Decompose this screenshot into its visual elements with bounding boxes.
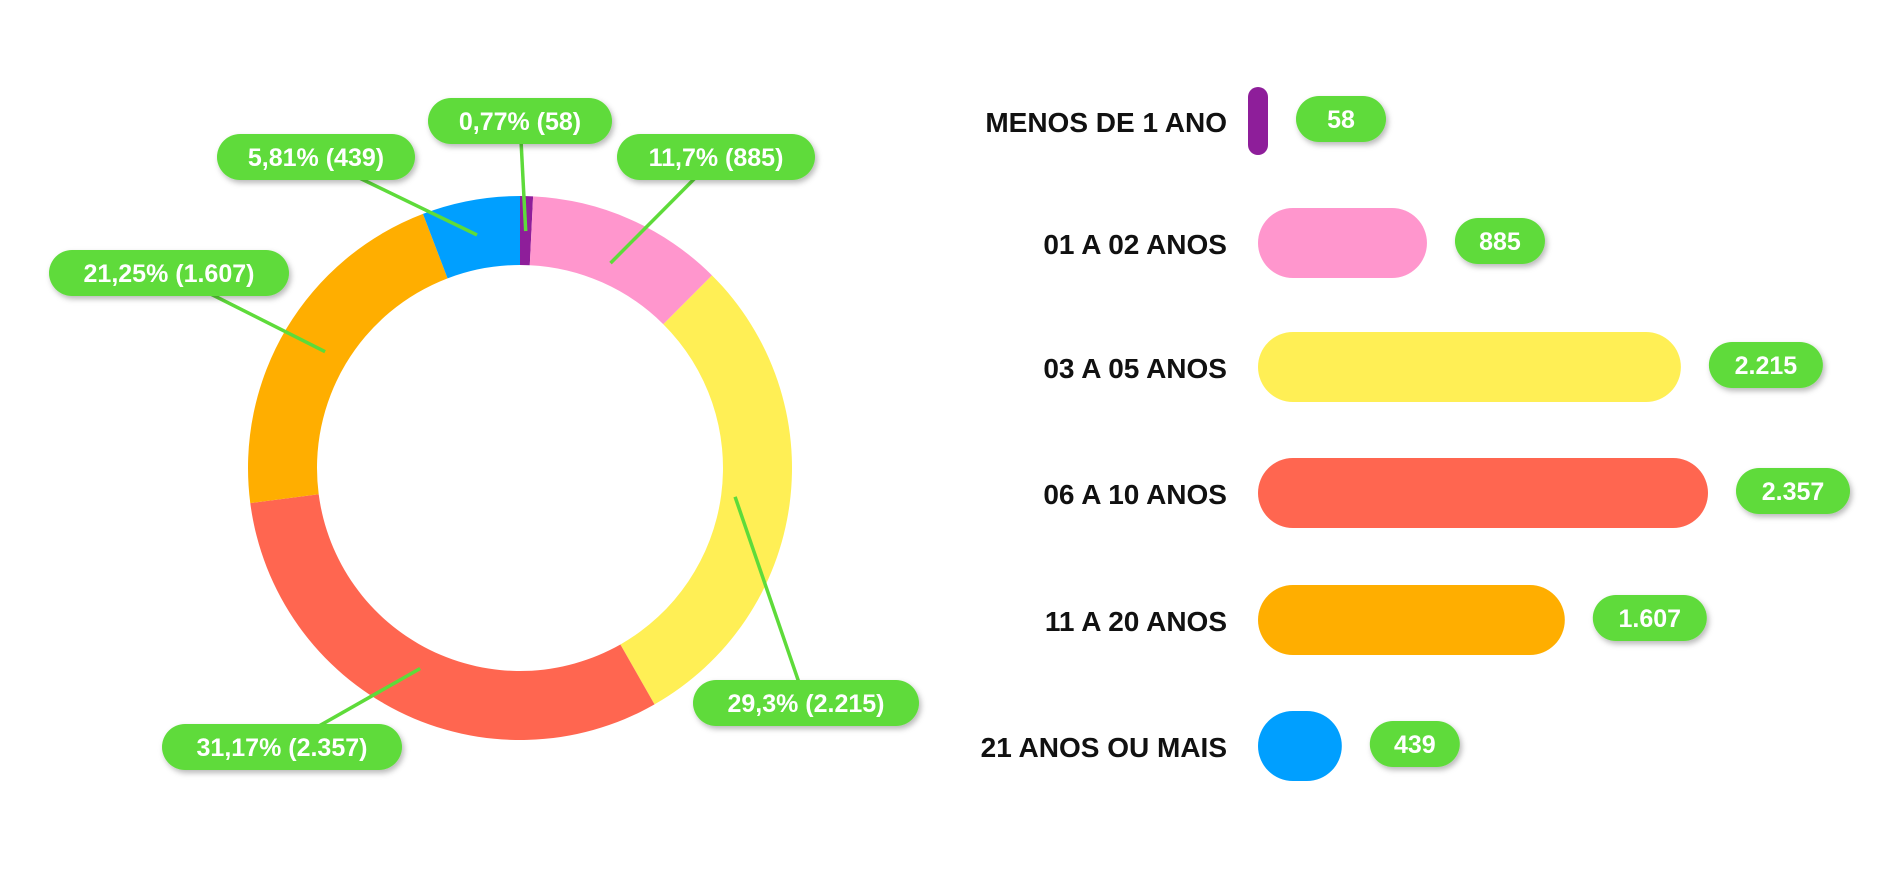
donut-label-3-bg: [162, 724, 402, 770]
donut-label-2-text: 29,3% (2.215): [727, 690, 884, 718]
bar-value-label-0: 58: [1296, 96, 1386, 142]
bar-category-label-2: 03 A 05 ANOS: [1043, 353, 1227, 384]
bar-value-label-2-bg: [1708, 342, 1823, 388]
donut-label-0: 0,77% (58): [428, 98, 612, 144]
donut-slice-5: [422, 196, 520, 279]
bar-3: [1258, 458, 1708, 528]
bar-5: [1258, 711, 1342, 781]
bar-category-label-4: 11 A 20 ANOS: [1045, 606, 1227, 637]
bar-value-label-2: 2.215: [1708, 342, 1823, 388]
donut-slice-1: [529, 196, 712, 325]
donut-label-3: 31,17% (2.357): [162, 724, 402, 770]
donut-label-5: 5,81% (439): [217, 134, 415, 180]
bar-0: [1248, 87, 1268, 155]
donut-slice-4: [247, 213, 448, 504]
donut-label-2: 29,3% (2.215): [693, 680, 919, 726]
bar-value-label-4-bg: [1592, 595, 1707, 641]
bar-chart: MENOS DE 1 ANO 58 01 A 02 ANOS 885 03 A 05 A…: [981, 87, 1850, 781]
bar-2: [1258, 332, 1681, 402]
bar-1: [1258, 208, 1427, 278]
donut-label-4-bg: [49, 250, 289, 296]
bar-value-label-3: 2.357: [1736, 468, 1850, 514]
donut-slice-3: [250, 494, 655, 740]
donut-label-5-bg: [217, 134, 415, 180]
bar-category-label-0: MENOS DE 1 ANO: [985, 107, 1227, 138]
donut-label-3-text: 31,17% (2.357): [197, 734, 368, 762]
donut-label-5-text: 5,81% (439): [248, 144, 384, 172]
donut-chart: 0,77% (58) 11,7% (885) 29,3% (2.215) 31,17%…: [49, 98, 919, 770]
donut-label-1-text: 11,7% (885): [649, 144, 784, 172]
donut-slice-2: [620, 275, 792, 705]
bar-value-label-5-text: 439: [1394, 731, 1436, 759]
bar-value-label-3-bg: [1736, 468, 1850, 514]
bar-value-label-1: 885: [1454, 218, 1545, 264]
donut-label-1-bg: [617, 134, 815, 180]
donut-label-2-bg: [693, 680, 919, 726]
bar-value-label-3-text: 2.357: [1762, 478, 1825, 506]
donut-leader-line-2: [733, 496, 808, 704]
bar-category-label-5: 21 ANOS OU MAIS: [981, 732, 1227, 763]
bar-value-label-5: 439: [1369, 721, 1460, 767]
bar-value-label-0-text: 58: [1327, 106, 1355, 134]
donut-label-4-text: 21,25% (1.607): [84, 260, 255, 288]
bar-value-label-4: 1.607: [1592, 595, 1707, 641]
donut-label-4: 21,25% (1.607): [49, 250, 289, 296]
bar-category-label-3: 06 A 10 ANOS: [1043, 479, 1227, 510]
donut-label-0-bg: [428, 98, 612, 144]
bar-value-label-5-bg: [1369, 721, 1460, 767]
donut-label-0-text: 0,77% (58): [459, 108, 581, 136]
bar-4: [1258, 585, 1565, 655]
bar-value-label-1-text: 885: [1479, 228, 1521, 256]
bar-category-label-1: 01 A 02 ANOS: [1043, 229, 1227, 260]
donut-label-1: 11,7% (885): [617, 134, 815, 180]
bar-value-label-4-text: 1.607: [1619, 605, 1682, 633]
bar-value-label-0-bg: [1296, 96, 1386, 142]
bar-value-label-2-text: 2.215: [1735, 352, 1798, 380]
bar-value-label-1-bg: [1454, 218, 1545, 264]
